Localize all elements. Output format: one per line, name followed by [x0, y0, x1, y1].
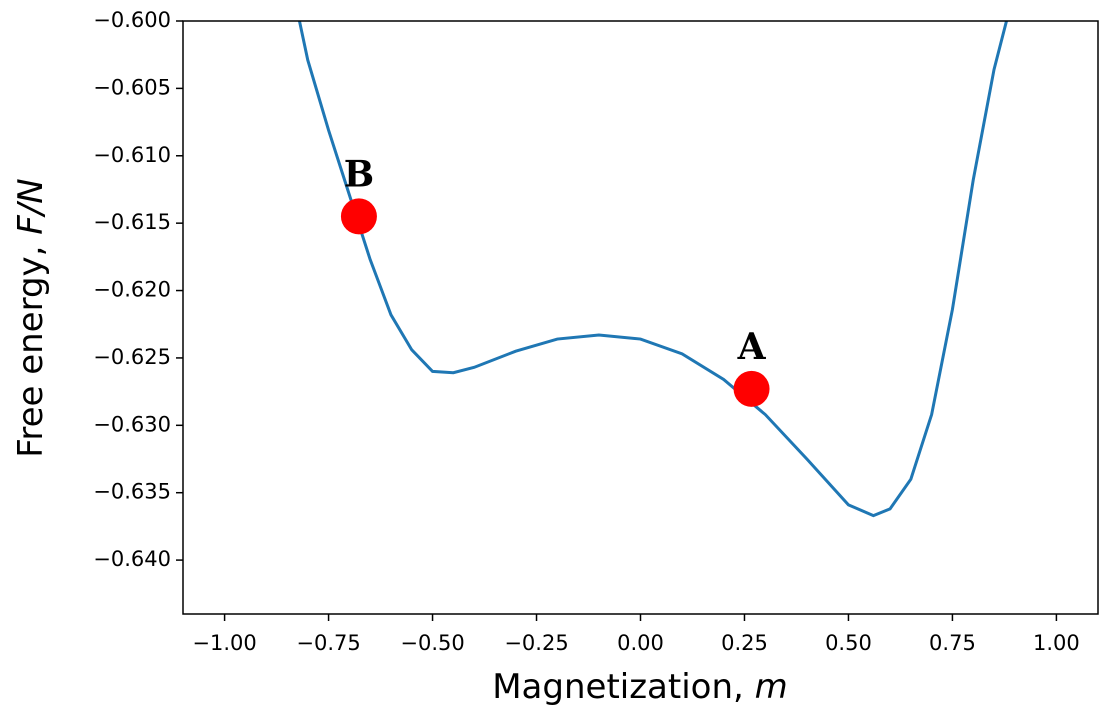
y-tick-label: −0.605 — [93, 75, 171, 99]
x-tick-label: −0.50 — [400, 631, 464, 655]
point-label: A — [737, 326, 767, 368]
x-tick-label: 1.00 — [1033, 631, 1080, 655]
y-label-var: F/N — [11, 178, 51, 234]
x-tick-label: −0.75 — [296, 631, 360, 655]
point — [340, 198, 377, 235]
y-tick-label: −0.610 — [93, 143, 171, 167]
x-label-text: Magnetization, — [492, 667, 744, 707]
plot-area — [297, 21, 1008, 518]
y-tick-label: −0.625 — [93, 345, 171, 369]
x-tick-label: −0.25 — [504, 631, 568, 655]
y-axis-label: Free energy, F/N — [11, 178, 51, 458]
x-label-var: m — [755, 667, 788, 707]
y-tick-label: −0.600 — [93, 8, 171, 32]
point-label: B — [344, 153, 374, 195]
y-tick-label: −0.635 — [93, 480, 171, 504]
y-tick-label: −0.640 — [93, 547, 171, 571]
axes-frame — [182, 20, 1099, 615]
y-label-text: Free energy, — [11, 246, 51, 458]
x-tick-label: 0.75 — [929, 631, 976, 655]
x-tick-label: 0.50 — [825, 631, 872, 655]
point — [733, 370, 770, 407]
curve — [297, 21, 1008, 518]
y-tick-label: −0.620 — [93, 278, 171, 302]
y-tick-label: −0.630 — [93, 412, 171, 436]
x-tick-label: 0.25 — [721, 631, 768, 655]
x-tick-label: 0.00 — [617, 631, 664, 655]
x-tick-label: −1.00 — [192, 631, 256, 655]
x-axis-label: Magnetization, m — [492, 667, 788, 707]
y-tick-label: −0.615 — [93, 210, 171, 234]
